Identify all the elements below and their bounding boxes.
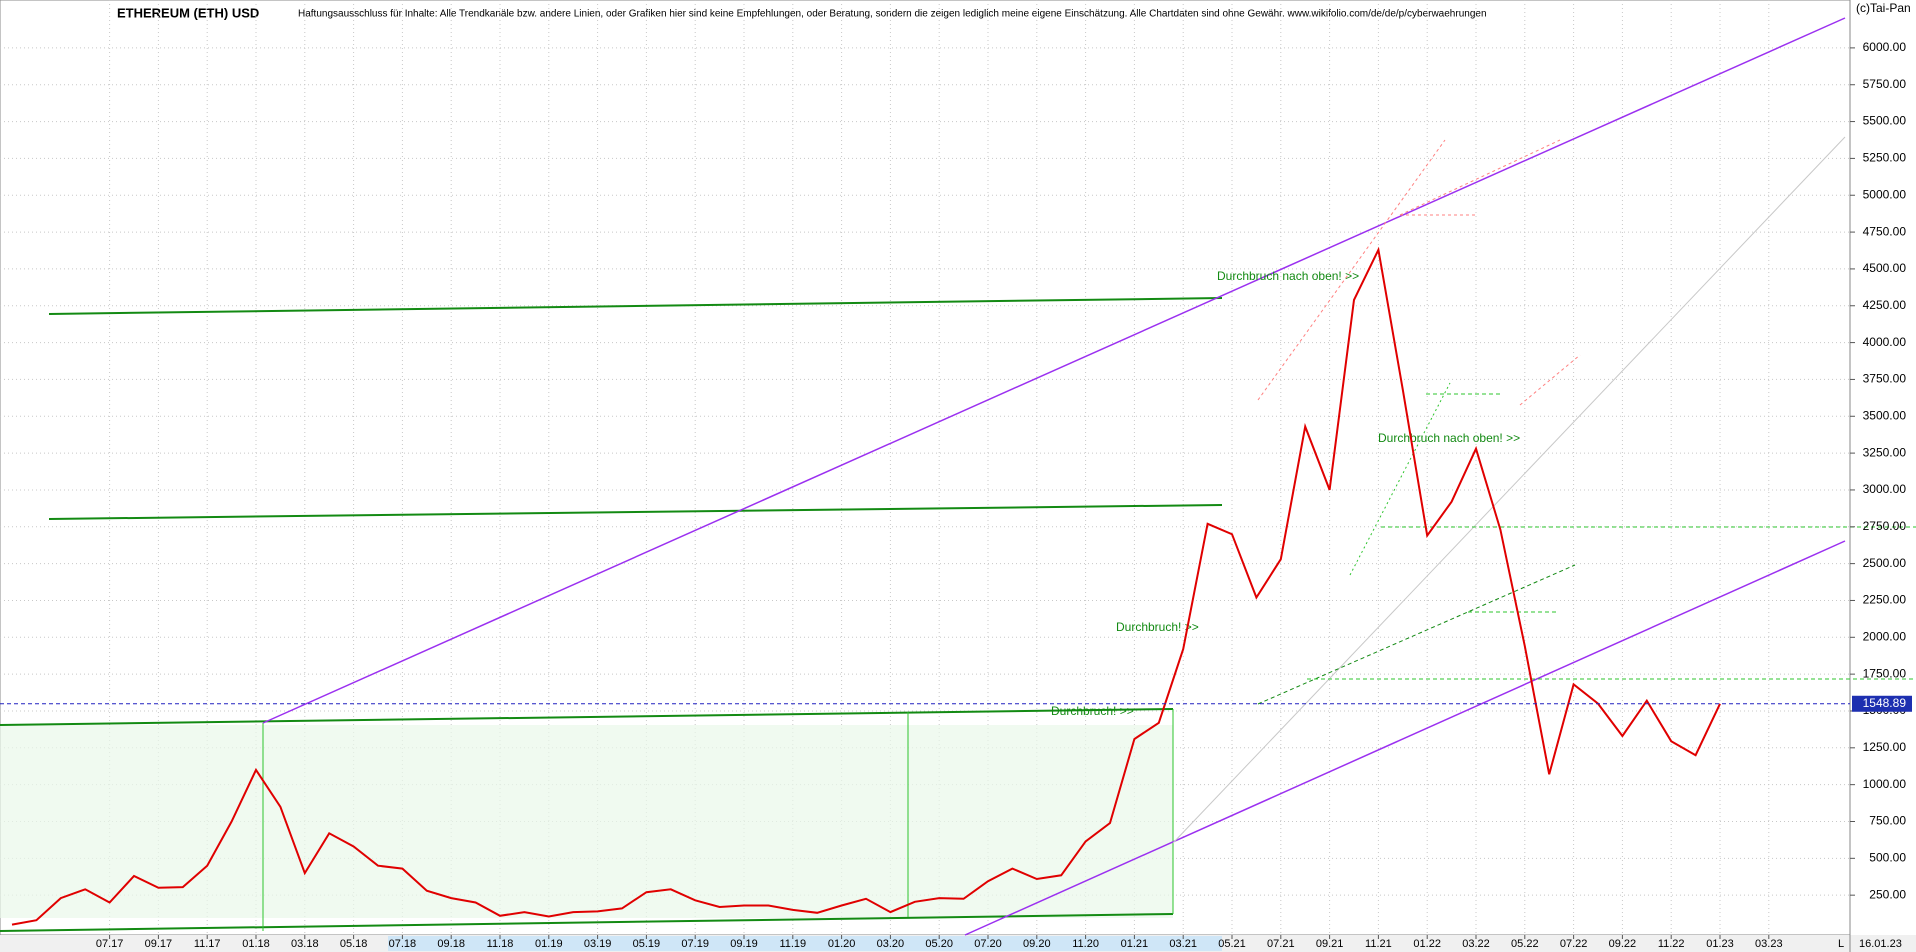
y-tick-label: 4750.00 [1863,224,1907,238]
corner-label: L [1838,938,1844,950]
trendline [48,297,1223,315]
x-tick-label: 09.22 [1609,938,1637,950]
trendline [1257,564,1576,705]
x-tick-label: 11.17 [194,938,221,950]
y-tick-label: 4000.00 [1863,335,1907,349]
y-tick-label: 5250.00 [1863,151,1907,165]
x-tick-label: 01.18 [242,938,270,950]
y-tick-label: 4500.00 [1863,261,1907,275]
x-tick-label: 07.20 [974,938,1002,950]
y-tick-label: 1750.00 [1863,666,1907,680]
chart-subtitle: Haftungsausschluss für Inhalte: Alle Tre… [298,9,1487,20]
x-tick-label: 07.22 [1560,938,1588,950]
chart-title: ETHEREUM (ETH) USD [117,5,259,20]
x-tick-label: 05.22 [1511,938,1539,950]
y-tick-label: 5750.00 [1863,77,1907,91]
trendlines [0,17,1916,936]
x-tick-label: 07.21 [1267,938,1295,950]
x-tick-label: 11.18 [487,938,514,950]
y-tick-label: 2000.00 [1863,629,1907,643]
x-tick-label: 09.21 [1316,938,1344,950]
x-tick-label: 03.23 [1755,938,1783,950]
x-tick-label: 11.21 [1365,938,1392,950]
x-tick-label: 01.20 [828,938,856,950]
y-tick-label: 3500.00 [1863,408,1907,422]
x-tick-label: 09.19 [730,938,758,950]
x-tick-label: 03.19 [584,938,612,950]
annotation: Durchbruch nach oben! >> [1378,431,1520,445]
x-tick-label: 03.18 [291,938,319,950]
x-tick-label: 09.18 [437,938,465,950]
x-tick-label: 01.22 [1413,938,1441,950]
x-tick-label: 01.19 [535,938,563,950]
y-tick-label: 2500.00 [1863,556,1907,570]
x-tick-label: 01.23 [1706,938,1734,950]
x-tick-label: 11.19 [779,938,806,950]
trendline [1519,354,1581,406]
y-tick-label: 1000.00 [1863,777,1907,791]
x-tick-label: 03.22 [1462,938,1490,950]
y-tick-label: 750.00 [1869,814,1906,828]
x-tick-label: 01.21 [1121,938,1149,950]
x-tick-label: 05.18 [340,938,368,950]
y-tick-label: 3750.00 [1863,372,1907,386]
trendline [1257,139,1446,401]
x-tick-label: 11.20 [1072,938,1099,950]
annotation: Durchbruch! >> [1051,704,1134,718]
y-tick-label: 6000.00 [1863,40,1907,54]
annotation: Durchbruch nach oben! >> [1217,269,1359,283]
y-tick-label: 3250.00 [1863,445,1907,459]
current-price-box [1852,695,1912,712]
x-tick-label: 03.20 [877,938,905,950]
y-tick-label: 2250.00 [1863,593,1907,607]
price-line [11,246,1721,926]
trendline [964,540,1846,936]
x-axis-selection [388,936,1222,951]
range-box [0,725,1173,918]
x-tick-label: 07.17 [96,938,124,950]
x-tick-label: 05.20 [925,938,953,950]
y-tick-label: 250.00 [1869,887,1906,901]
y-tick-label: 4250.00 [1863,298,1907,312]
x-tick-label: 09.17 [145,938,173,950]
trendline [1172,136,1846,844]
y-tick-label: 1250.00 [1863,740,1907,754]
y-tick-label: 2750.00 [1863,519,1907,533]
y-tick-label: 500.00 [1869,850,1906,864]
y-tick-label: 5000.00 [1863,187,1907,201]
y-tick-label: 3000.00 [1863,482,1907,496]
date-label: 16.01.23 [1859,938,1902,950]
x-tick-label: 03.21 [1169,938,1197,950]
trendline [1349,382,1451,576]
trendline [0,913,1174,932]
annotation: Durchbruch! >> [1116,620,1199,634]
trendline [48,504,1223,520]
y-tick-label: 5500.00 [1863,114,1907,128]
x-tick-label: 11.22 [1658,938,1685,950]
x-tick-label: 07.18 [389,938,417,950]
trendline [0,708,1174,726]
x-tick-label: 09.20 [1023,938,1051,950]
source-label: (c)Tai-Pan [1856,1,1911,15]
trendline [262,17,1846,724]
current-price-label: 1548.89 [1863,696,1907,710]
x-tick-label: 07.19 [681,938,709,950]
x-tick-label: 05.21 [1218,938,1246,950]
x-tick-label: 05.19 [633,938,661,950]
